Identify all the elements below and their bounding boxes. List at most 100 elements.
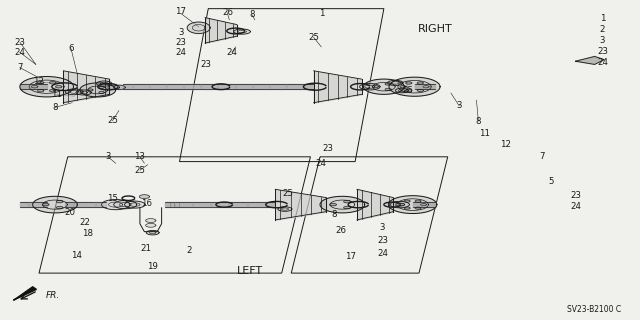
Text: 8: 8 bbox=[332, 210, 337, 219]
Text: 19: 19 bbox=[147, 262, 158, 271]
Polygon shape bbox=[88, 89, 93, 91]
Text: 24: 24 bbox=[377, 250, 388, 259]
Polygon shape bbox=[56, 85, 62, 88]
Text: 14: 14 bbox=[70, 251, 81, 260]
Polygon shape bbox=[420, 204, 426, 206]
Polygon shape bbox=[396, 88, 408, 93]
Text: RIGHT: RIGHT bbox=[417, 24, 452, 34]
Text: 11: 11 bbox=[51, 90, 62, 99]
Polygon shape bbox=[146, 223, 156, 227]
Polygon shape bbox=[344, 206, 350, 209]
Polygon shape bbox=[56, 206, 63, 209]
Polygon shape bbox=[99, 86, 104, 88]
Text: LEFT: LEFT bbox=[237, 266, 263, 276]
Polygon shape bbox=[417, 89, 423, 92]
Polygon shape bbox=[415, 200, 421, 202]
Text: 1: 1 bbox=[600, 14, 605, 23]
Polygon shape bbox=[415, 207, 421, 209]
Text: 5: 5 bbox=[548, 177, 554, 186]
Text: 23: 23 bbox=[377, 236, 388, 245]
Text: 8: 8 bbox=[52, 103, 58, 112]
Polygon shape bbox=[31, 85, 38, 88]
Polygon shape bbox=[114, 85, 125, 90]
Text: 7: 7 bbox=[540, 152, 545, 161]
Polygon shape bbox=[423, 85, 429, 88]
Polygon shape bbox=[114, 200, 137, 209]
Text: 26: 26 bbox=[335, 226, 346, 235]
Polygon shape bbox=[385, 88, 391, 91]
Text: SV23-B2100 C: SV23-B2100 C bbox=[567, 305, 621, 314]
Text: 6: 6 bbox=[68, 44, 74, 53]
Polygon shape bbox=[33, 196, 77, 213]
Polygon shape bbox=[404, 207, 410, 209]
Polygon shape bbox=[344, 200, 350, 203]
Polygon shape bbox=[37, 82, 44, 84]
Polygon shape bbox=[330, 204, 336, 206]
Text: 23: 23 bbox=[570, 191, 581, 200]
Text: 24: 24 bbox=[570, 202, 581, 211]
Text: 17: 17 bbox=[345, 252, 356, 261]
Text: 25: 25 bbox=[308, 33, 319, 42]
Polygon shape bbox=[360, 84, 380, 90]
Text: 3: 3 bbox=[600, 36, 605, 45]
Text: 23: 23 bbox=[322, 144, 333, 153]
Polygon shape bbox=[417, 82, 423, 84]
Polygon shape bbox=[406, 82, 412, 84]
Polygon shape bbox=[20, 76, 74, 97]
Text: 3: 3 bbox=[105, 152, 111, 161]
Text: 24: 24 bbox=[227, 48, 237, 57]
Polygon shape bbox=[140, 195, 150, 198]
Polygon shape bbox=[390, 201, 410, 208]
Text: 3: 3 bbox=[456, 101, 462, 110]
Text: 13: 13 bbox=[134, 152, 145, 161]
Text: 12: 12 bbox=[500, 140, 511, 149]
Text: 26: 26 bbox=[222, 8, 233, 17]
Text: 12: 12 bbox=[33, 77, 45, 86]
Polygon shape bbox=[65, 89, 83, 95]
Text: 24: 24 bbox=[597, 58, 608, 67]
Polygon shape bbox=[389, 77, 440, 96]
Polygon shape bbox=[99, 92, 104, 93]
Text: 23: 23 bbox=[597, 47, 608, 56]
Polygon shape bbox=[278, 207, 292, 211]
Polygon shape bbox=[234, 29, 250, 34]
Text: 3: 3 bbox=[380, 223, 385, 232]
Polygon shape bbox=[49, 82, 56, 84]
Text: 23: 23 bbox=[14, 38, 26, 47]
Text: 21: 21 bbox=[141, 244, 152, 253]
Text: 25: 25 bbox=[403, 86, 413, 95]
Text: 25: 25 bbox=[107, 116, 118, 125]
Polygon shape bbox=[320, 196, 365, 213]
Text: FR.: FR. bbox=[45, 291, 60, 300]
Polygon shape bbox=[406, 89, 412, 92]
Polygon shape bbox=[187, 22, 210, 34]
Polygon shape bbox=[13, 287, 36, 300]
Text: 25: 25 bbox=[283, 189, 294, 198]
Polygon shape bbox=[364, 79, 404, 94]
Text: 20: 20 bbox=[64, 208, 75, 217]
Polygon shape bbox=[385, 83, 391, 85]
Text: 22: 22 bbox=[79, 218, 90, 227]
Text: 24: 24 bbox=[14, 48, 26, 57]
Text: 16: 16 bbox=[141, 199, 152, 208]
Text: 1: 1 bbox=[319, 9, 324, 18]
Text: 3: 3 bbox=[178, 28, 184, 37]
Text: 2: 2 bbox=[600, 25, 605, 34]
Polygon shape bbox=[80, 83, 116, 97]
Polygon shape bbox=[404, 200, 410, 202]
Polygon shape bbox=[388, 196, 437, 213]
Polygon shape bbox=[49, 90, 56, 92]
Text: 17: 17 bbox=[175, 7, 186, 16]
Text: 8: 8 bbox=[249, 10, 255, 19]
Text: 24: 24 bbox=[316, 159, 327, 168]
Polygon shape bbox=[76, 90, 92, 95]
Polygon shape bbox=[147, 230, 159, 235]
Text: 18: 18 bbox=[82, 229, 93, 238]
Text: 11: 11 bbox=[479, 129, 490, 138]
Polygon shape bbox=[37, 90, 44, 92]
Polygon shape bbox=[125, 201, 145, 208]
Text: 24: 24 bbox=[175, 48, 186, 58]
Polygon shape bbox=[575, 56, 604, 64]
Text: 23: 23 bbox=[201, 60, 212, 69]
Polygon shape bbox=[146, 219, 156, 222]
